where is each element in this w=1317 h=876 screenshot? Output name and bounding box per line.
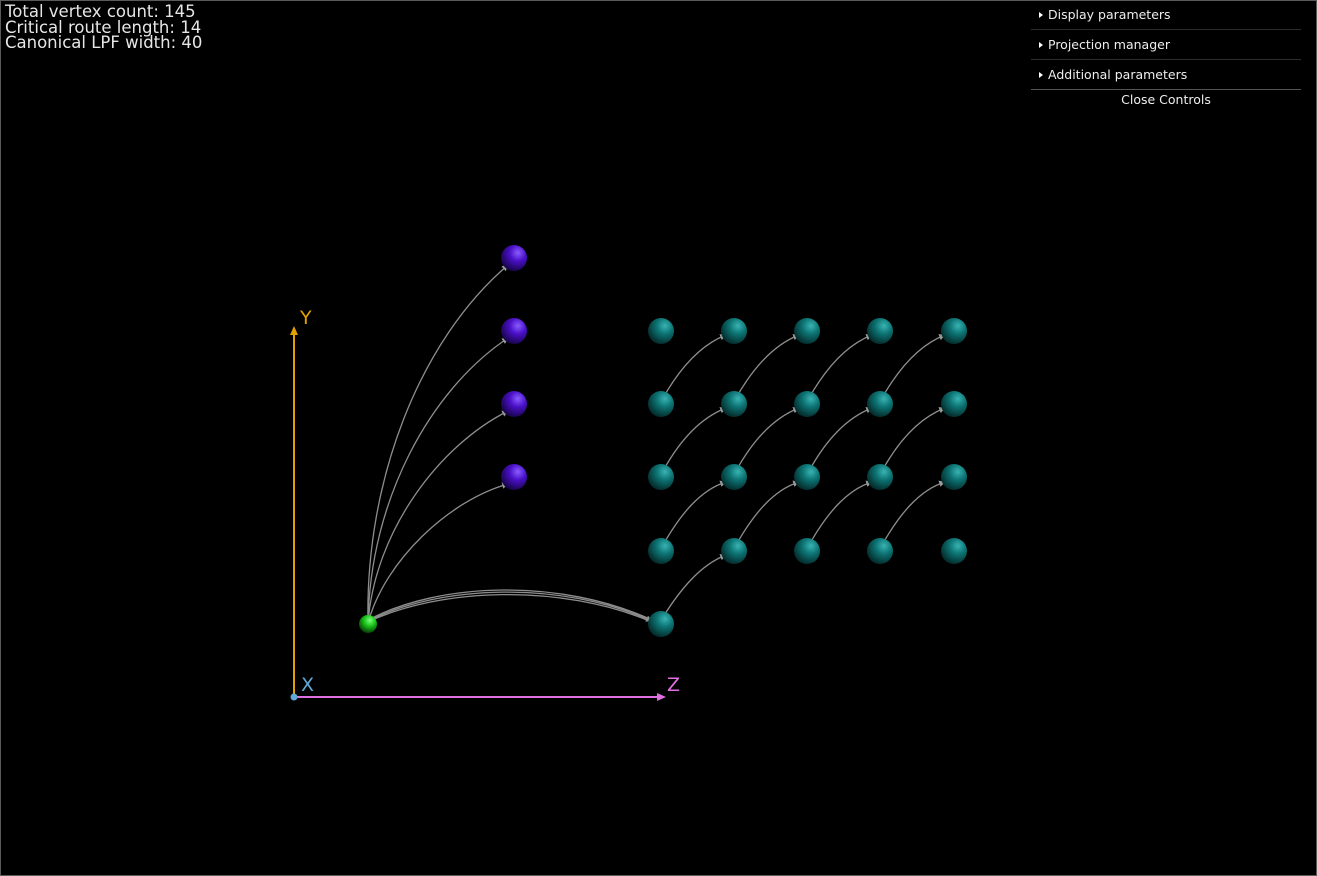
teal-node[interactable] [721,538,747,564]
teal-node[interactable] [941,464,967,490]
graph-nodes[interactable] [359,245,967,637]
z-axis-arrow-icon [657,693,666,701]
teal-node[interactable] [648,464,674,490]
x-axis-origin-dot [290,693,298,701]
controls-panel: Display parameters Projection manager Ad… [1031,0,1301,110]
edge [881,334,946,399]
stats-overlay: Total vertex count: 145 Critical route l… [5,4,202,51]
triangle-right-icon [1039,41,1043,48]
folder-label: Display parameters [1048,7,1171,22]
source-node[interactable] [359,615,377,633]
edge [662,480,727,546]
edge [662,407,727,472]
teal-node[interactable] [941,318,967,344]
edge [808,480,873,546]
teal-node[interactable] [867,464,893,490]
edge [808,334,873,399]
edge [367,589,653,621]
purple-node[interactable] [501,318,527,344]
edge [808,407,873,472]
teal-node[interactable] [794,318,820,344]
edge [367,337,509,624]
teal-node[interactable] [941,391,967,417]
teal-node[interactable] [867,391,893,417]
lpf-width-text: Canonical LPF width: 40 [5,33,203,52]
edge [662,554,727,618]
vertex-count-text: Total vertex count: 145 [5,2,196,21]
edge [367,410,509,624]
z-axis-label: Z [667,674,680,696]
purple-node[interactable] [501,245,527,271]
y-axis-label: Y [299,307,312,329]
teal-node[interactable] [794,464,820,490]
teal-node[interactable] [648,611,674,637]
teal-node[interactable] [648,391,674,417]
folder-projection-manager[interactable]: Projection manager [1031,30,1301,60]
edge [367,482,509,624]
teal-node[interactable] [867,538,893,564]
teal-node[interactable] [721,318,747,344]
triangle-right-icon [1039,11,1043,18]
edge [367,264,509,624]
axes-gizmo: Y X Z [290,307,680,701]
folder-label: Additional parameters [1048,67,1188,82]
folder-label: Projection manager [1048,37,1170,52]
edge [735,407,800,472]
edge [881,480,946,546]
teal-node[interactable] [721,464,747,490]
graph-edges [367,264,946,624]
close-controls-button[interactable]: Close Controls [1121,92,1211,107]
folder-additional-parameters[interactable]: Additional parameters [1031,60,1301,90]
y-axis-arrow-icon [290,326,298,335]
edge [735,334,800,399]
critical-route-text: Critical route length: 14 [5,17,202,37]
purple-node[interactable] [501,391,527,417]
folder-display-parameters[interactable]: Display parameters [1031,0,1301,30]
edge [881,407,946,472]
teal-node[interactable] [794,391,820,417]
teal-node[interactable] [648,538,674,564]
triangle-right-icon [1039,71,1043,78]
teal-node[interactable] [721,391,747,417]
teal-node[interactable] [794,538,820,564]
edge [735,480,800,546]
edge [367,593,653,623]
x-axis-label: X [301,674,314,696]
purple-node[interactable] [501,464,527,490]
teal-node[interactable] [648,318,674,344]
teal-node[interactable] [867,318,893,344]
teal-node[interactable] [941,538,967,564]
edge [662,334,727,399]
edge [367,591,653,622]
